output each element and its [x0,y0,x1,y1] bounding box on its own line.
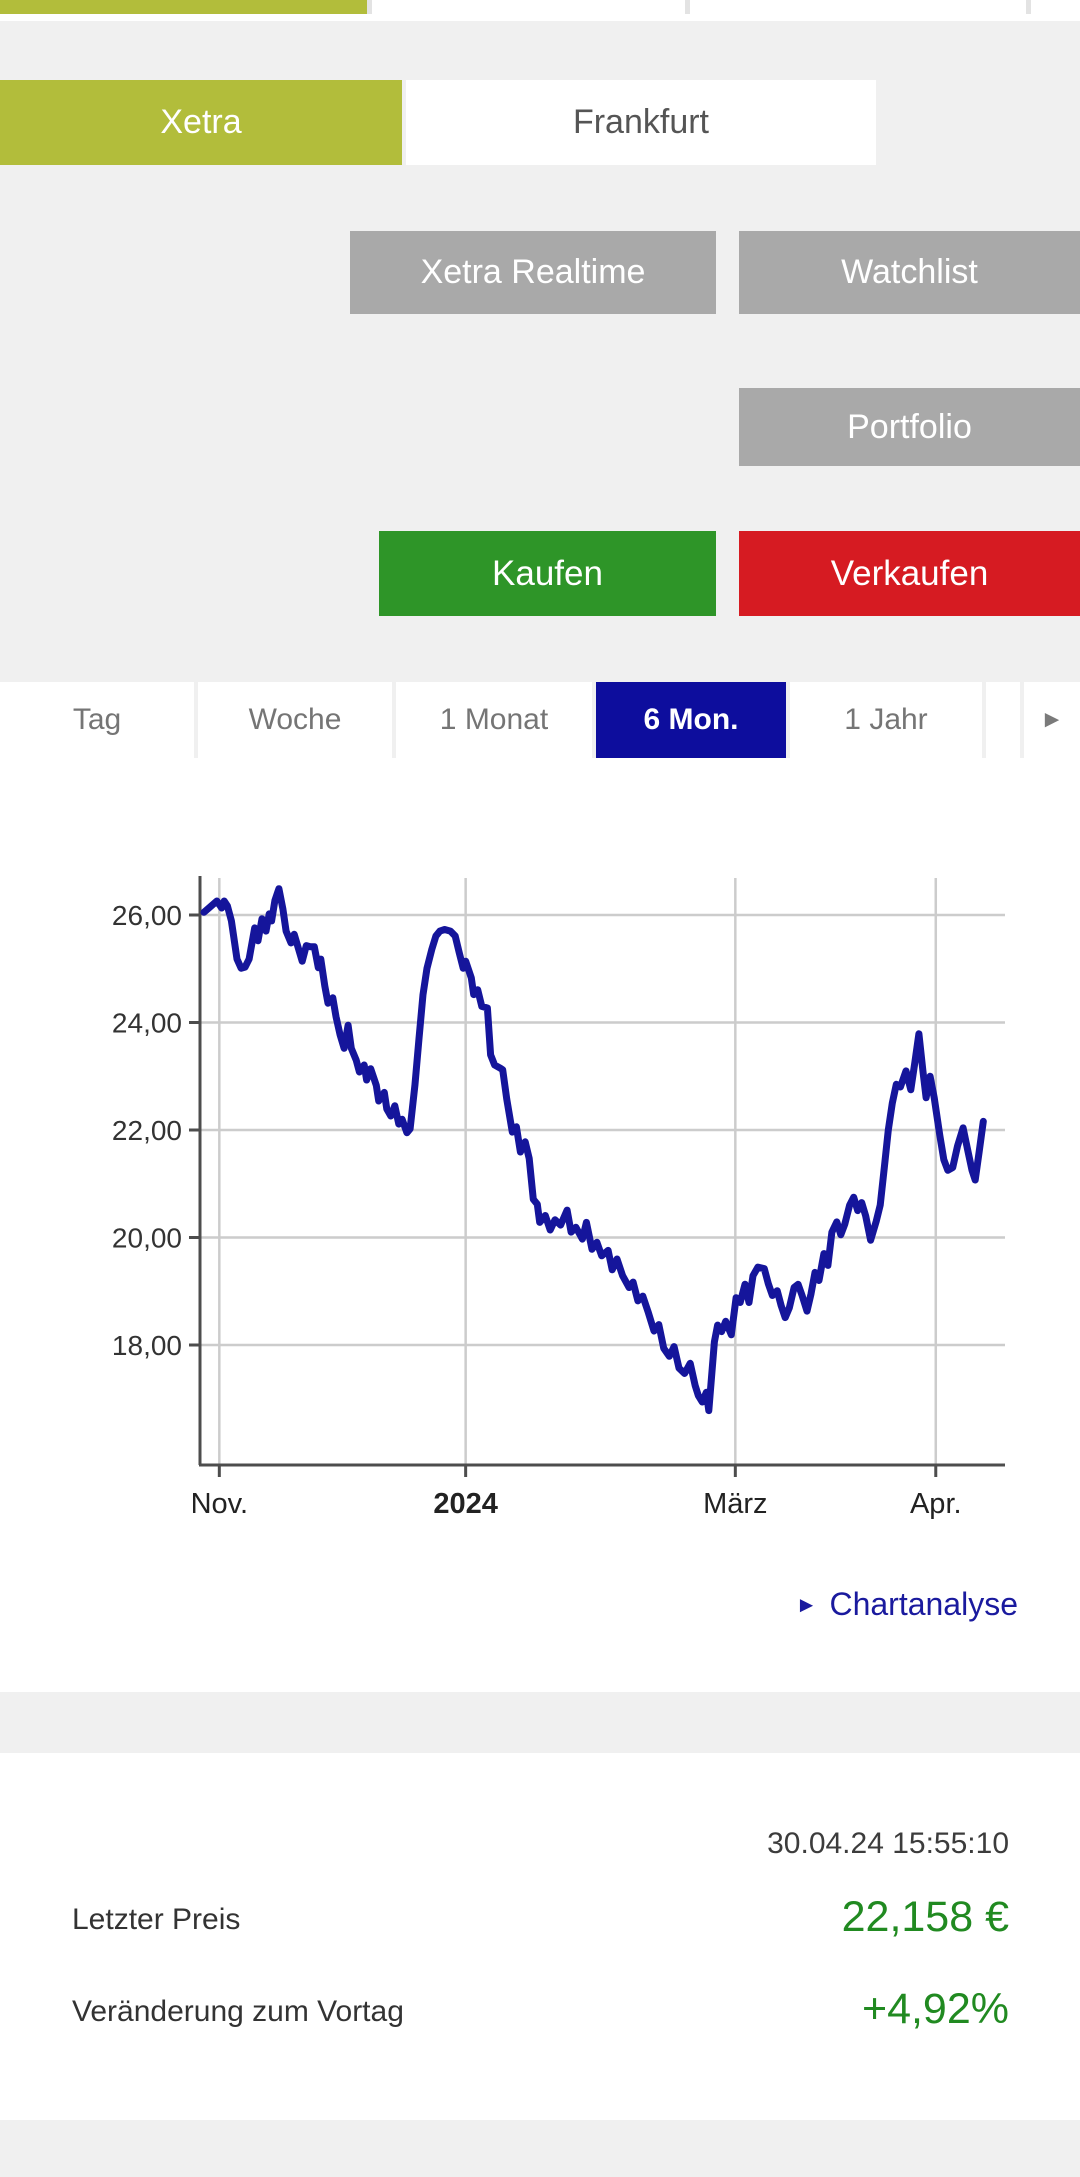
bottom-band [0,2120,1080,2177]
x-axis-label: 2024 [433,1488,498,1520]
top-tab-strip-segment[interactable] [1031,0,1080,14]
quote-timestamp: 30.04.24 15:55:10 [767,1827,1009,1860]
top-tab-strip-segment[interactable] [372,0,685,14]
y-axis-label: 18,00 [112,1330,182,1361]
chartanalyse-label: Chartanalyse [829,1586,1018,1622]
x-axis-label: Apr. [910,1488,962,1520]
last-price-label: Letzter Preis [72,1903,241,1936]
separator-band [0,1692,1080,1753]
period-tab-spacer [986,682,1020,758]
last-price-value: 22,158 € [841,1893,1009,1941]
y-axis-label: 26,00 [112,900,182,931]
period-more-button[interactable]: ► [1024,682,1080,758]
chartanalyse-link[interactable]: ► Chartanalyse [796,1586,1018,1623]
x-axis-label: März [703,1488,767,1520]
portfolio-button[interactable]: Portfolio [739,388,1080,466]
period-tab-woche[interactable]: Woche [198,682,392,758]
tab-frankfurt[interactable]: Frankfurt [406,80,876,165]
play-arrow-icon: ► [1040,706,1064,733]
period-tab-tag[interactable]: Tag [0,682,194,758]
top-tab-strip-segment[interactable] [690,0,1026,14]
tab-xetra[interactable]: Xetra [0,80,402,165]
verkaufen-sell-button[interactable]: Verkaufen [739,531,1080,616]
watchlist-button[interactable]: Watchlist [739,231,1080,314]
xetra-realtime-button[interactable]: Xetra Realtime [350,231,716,314]
price-chart: 26,00 24,00 22,00 20,00 18,00 Nov. 2024 März Apr… [112,876,1005,1520]
top-tab-strip [0,0,1080,14]
y-axis-label: 20,00 [112,1223,182,1254]
price-line [200,885,987,1415]
x-axis-label: Nov. [191,1488,248,1520]
period-tab-6-mon[interactable]: 6 Mon. [596,682,786,758]
period-tab-1-jahr[interactable]: 1 Jahr [790,682,982,758]
top-tab-strip-active-segment[interactable] [0,0,367,14]
y-axis-label: 24,00 [112,1008,182,1039]
period-tab-1-monat[interactable]: 1 Monat [396,682,592,758]
y-axis-label: 22,00 [112,1115,182,1146]
kaufen-buy-button[interactable]: Kaufen [379,531,716,616]
change-value: +4,92% [861,1985,1009,2033]
play-arrow-icon: ► [795,1591,818,1617]
change-label: Veränderung zum Vortag [72,1995,404,2028]
